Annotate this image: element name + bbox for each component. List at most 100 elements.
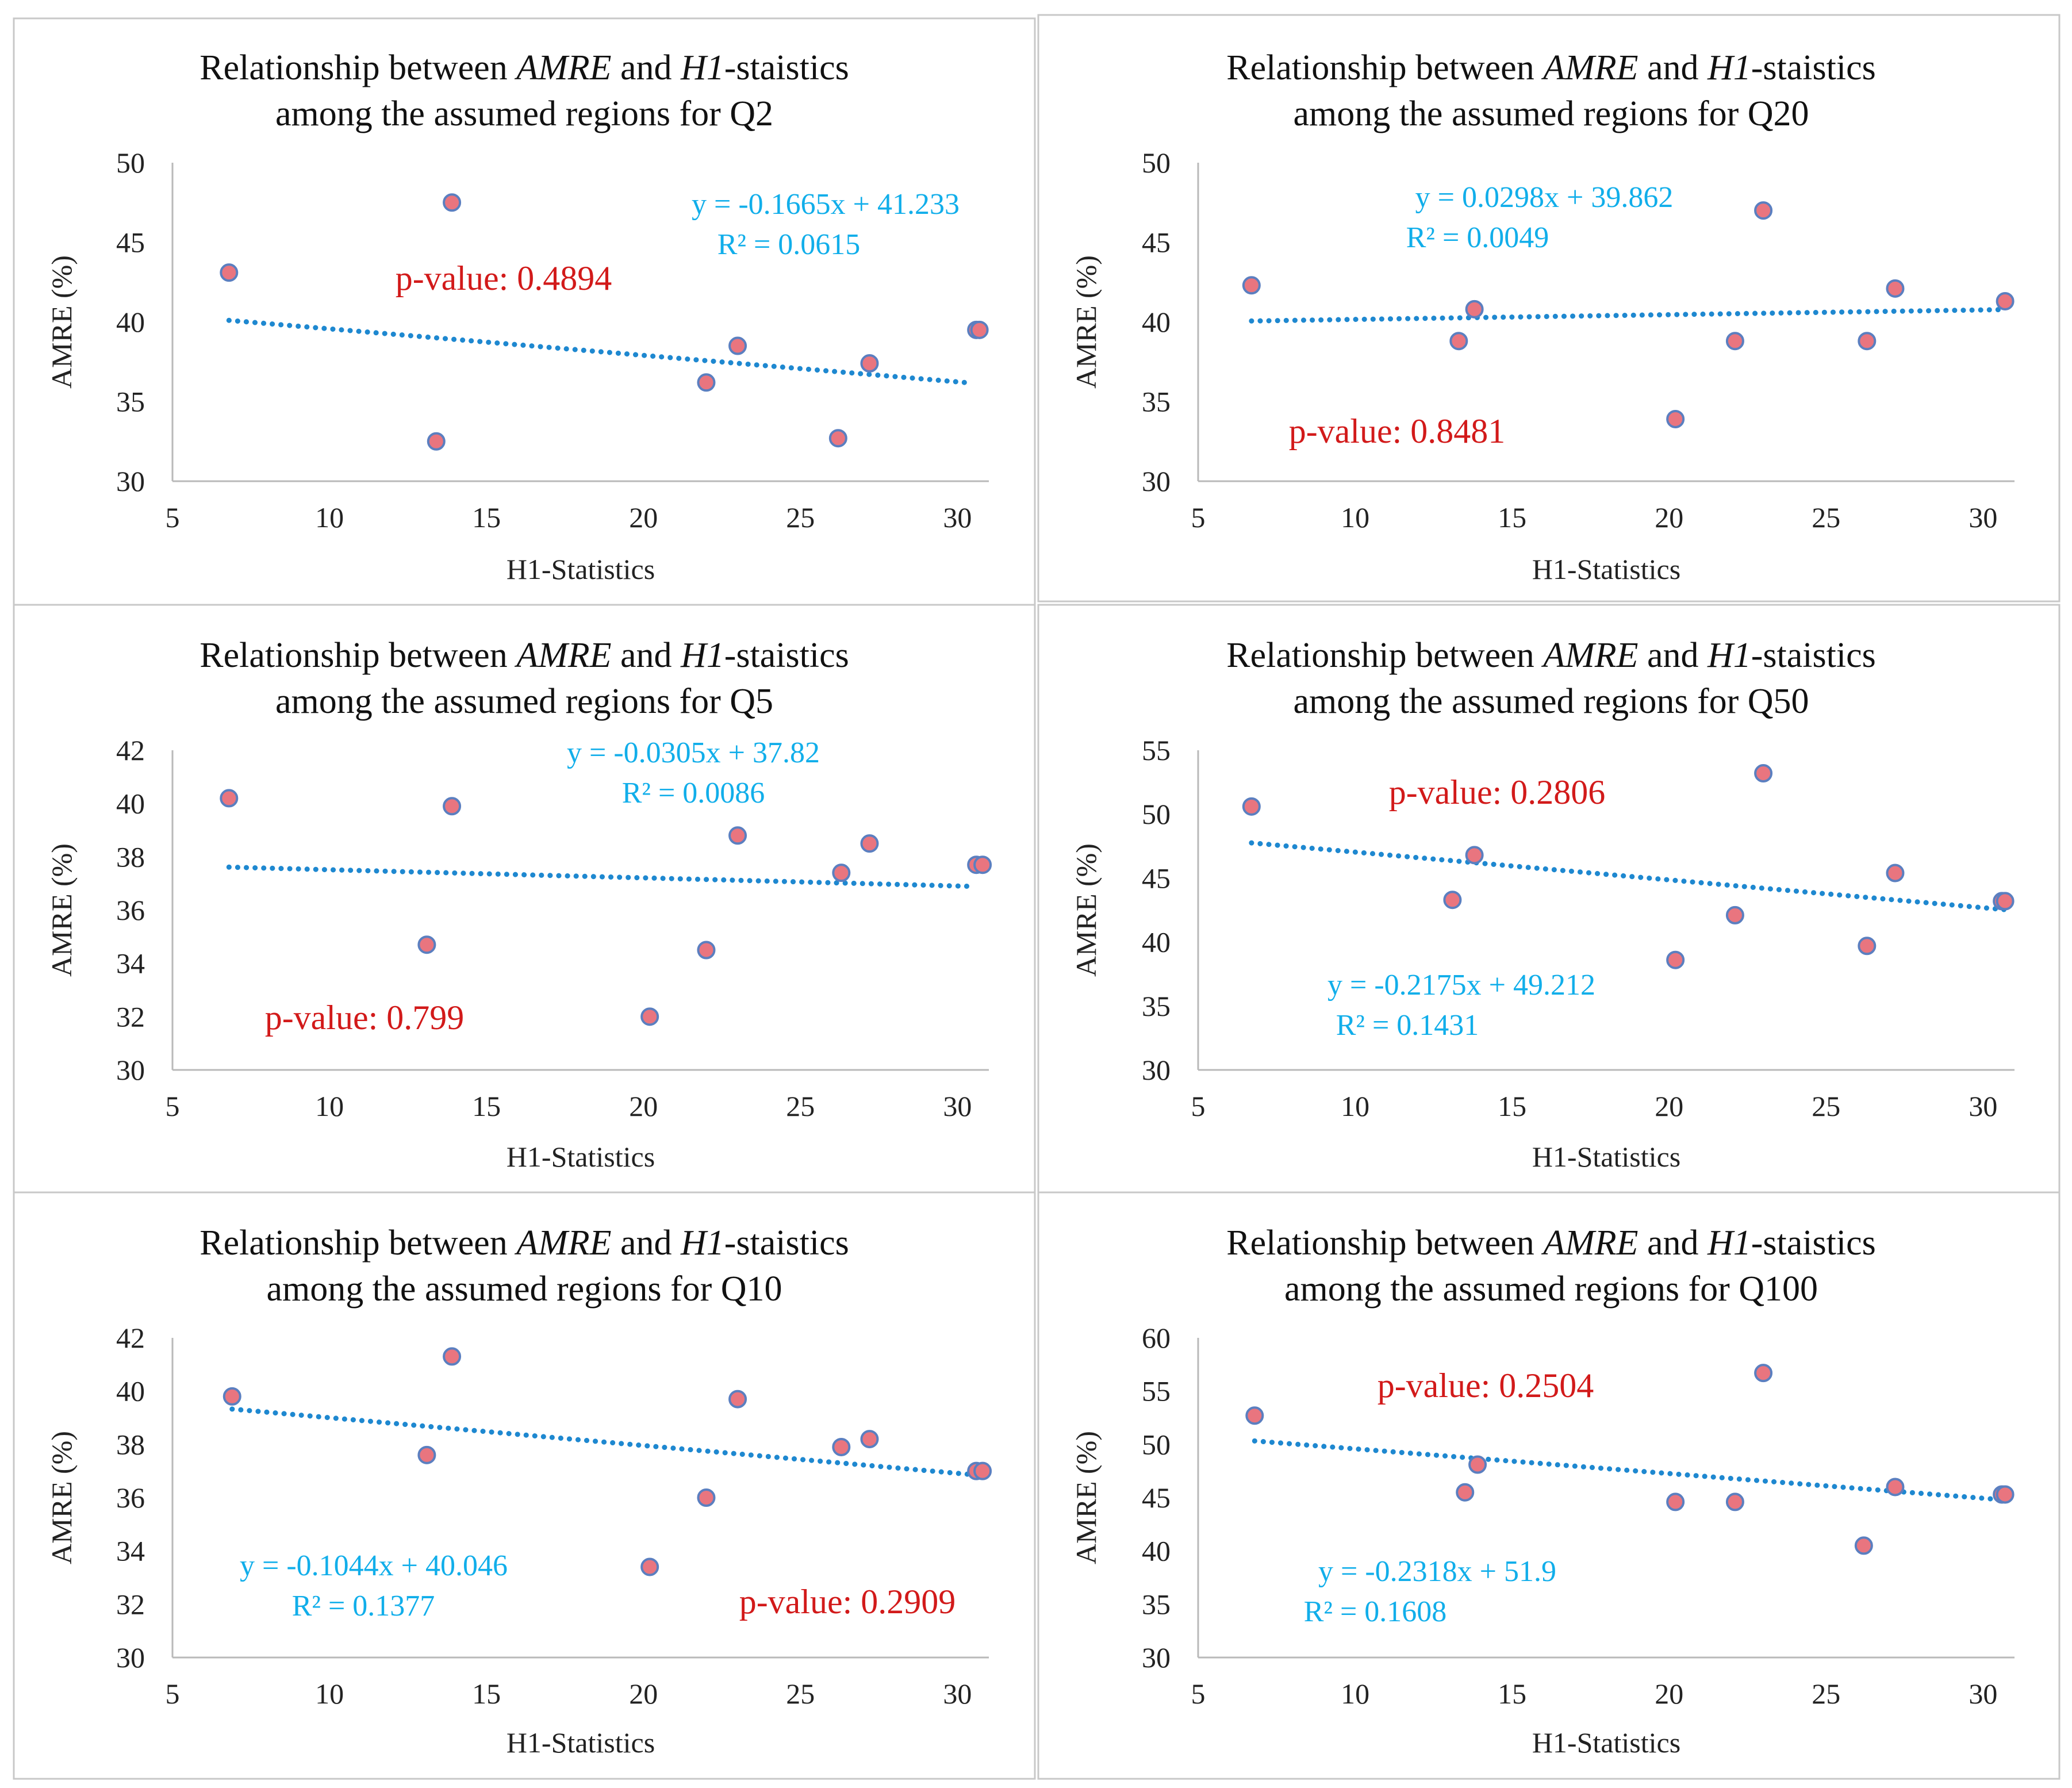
chart-title-line-1: Relationship between AMRE and H1-staisti… (1226, 636, 1876, 675)
trendline (226, 317, 970, 386)
data-point (220, 789, 239, 808)
data-point (1854, 1536, 1873, 1555)
data-point (973, 855, 992, 874)
data-point (443, 1347, 462, 1366)
data-point (728, 826, 747, 845)
chart-title-part: H1 (1707, 1223, 1751, 1263)
y-tick-label: 50 (1142, 1428, 1171, 1460)
chart-title-part: Relationship between (1226, 636, 1543, 675)
data-point (860, 354, 879, 373)
chart-title-part: Relationship between (199, 48, 516, 87)
y-tick-label: 34 (116, 947, 145, 980)
y-tick-label: 40 (1142, 1535, 1171, 1567)
data-point (1456, 1483, 1475, 1502)
chart-title-part: AMRE (514, 48, 611, 87)
chart-title-part: H1 (1707, 48, 1751, 87)
data-point (1242, 797, 1261, 816)
panel-border (13, 1191, 1036, 1780)
x-axis-label: H1-Statistics (507, 1141, 655, 1173)
x-axis-label: H1-Statistics (507, 1726, 655, 1759)
chart-title-line-1: Relationship between AMRE and H1-staisti… (199, 1223, 849, 1263)
x-tick-label: 30 (943, 1090, 972, 1122)
x-tick-label: 5 (1191, 501, 1206, 534)
chart-title-line-1: Relationship between AMRE and H1-staisti… (199, 48, 849, 87)
data-point (640, 1007, 659, 1026)
chart-title-part: and (1638, 48, 1708, 87)
chart-title-part: and (1638, 636, 1708, 675)
x-tick-label: 30 (1969, 501, 1997, 534)
y-tick-label: 30 (116, 465, 145, 497)
chart-title-line-2: among the assumed regions for Q100 (1284, 1269, 1818, 1309)
x-tick-label: 15 (1498, 501, 1526, 534)
y-tick-label: 40 (116, 306, 145, 338)
y-axis-label: AMRE (%) (1070, 255, 1102, 389)
chart-title-line-2: among the assumed regions for Q50 (1293, 682, 1809, 721)
y-tick-label: 45 (1142, 227, 1171, 259)
x-tick-label: 10 (315, 1090, 344, 1122)
r-squared-label: R² = 0.1431 (1336, 1009, 1479, 1042)
x-tick-label: 10 (1341, 1090, 1369, 1122)
y-tick-label: 36 (116, 1482, 145, 1514)
y-tick-label: 38 (116, 1428, 145, 1460)
data-point (1886, 279, 1905, 298)
data-point (443, 193, 462, 212)
chart-title-part: and (611, 636, 681, 675)
y-axis-label: AMRE (%) (45, 255, 78, 389)
y-tick-label: 42 (116, 1322, 145, 1354)
data-point (860, 1430, 879, 1449)
x-tick-label: 20 (1655, 501, 1683, 534)
data-point (1725, 1492, 1744, 1511)
x-tick-label: 20 (1655, 1678, 1683, 1710)
x-tick-label: 25 (1812, 1678, 1840, 1710)
y-tick-label: 38 (116, 841, 145, 873)
y-axis-label: AMRE (%) (1070, 843, 1102, 977)
data-point (973, 1461, 992, 1480)
r-squared-label: R² = 0.0049 (1406, 221, 1549, 254)
p-value-label: p-value: 0.2806 (1389, 773, 1606, 811)
x-tick-label: 25 (1812, 501, 1840, 534)
trendline (226, 864, 970, 889)
chart-title-part: H1 (680, 48, 724, 87)
chart-title-part: AMRE (1541, 48, 1638, 87)
trendline (229, 1406, 979, 1478)
data-point (1725, 332, 1744, 351)
chart-title-part: and (611, 1223, 681, 1263)
chart-title-line-1: Relationship between AMRE and H1-staisti… (199, 636, 849, 675)
data-point (697, 373, 716, 392)
x-tick-label: 15 (1498, 1678, 1526, 1710)
chart-title-line-2: among the assumed regions for Q10 (266, 1269, 782, 1309)
chart-title-part: Relationship between (199, 1223, 516, 1263)
data-point (1443, 891, 1462, 910)
x-tick-label: 5 (166, 1090, 180, 1122)
y-tick-label: 55 (1142, 734, 1171, 766)
p-value-label: p-value: 0.8481 (1289, 412, 1506, 450)
chart-title-part: H1 (680, 636, 724, 675)
y-tick-label: 35 (1142, 1588, 1171, 1620)
y-tick-label: 36 (116, 894, 145, 926)
x-tick-label: 15 (472, 1678, 501, 1710)
y-tick-label: 30 (1142, 465, 1171, 497)
x-tick-label: 25 (786, 1678, 815, 1710)
y-tick-label: 30 (1142, 1641, 1171, 1674)
panel-border (1037, 1191, 2061, 1780)
chart-title-line-2: among the assumed regions for Q20 (1293, 94, 1809, 133)
y-tick-label: 40 (116, 1375, 145, 1407)
chart-panel-3: Relationship between AMRE and H1-staisti… (13, 604, 1036, 1194)
data-point (1242, 276, 1261, 295)
y-axis-label: AMRE (%) (45, 843, 78, 977)
x-tick-label: 20 (629, 501, 658, 534)
data-point (728, 336, 747, 355)
y-tick-label: 40 (1142, 926, 1171, 958)
data-point (1666, 409, 1685, 428)
trendline (1249, 306, 2008, 324)
data-point (832, 1437, 851, 1456)
x-tick-label: 10 (315, 1678, 344, 1710)
trendline (1252, 1438, 2005, 1503)
y-tick-label: 50 (1142, 798, 1171, 830)
data-point (1886, 864, 1905, 883)
chart-title-part: AMRE (1541, 1223, 1638, 1263)
y-tick-label: 34 (116, 1535, 145, 1567)
x-tick-label: 5 (1191, 1678, 1206, 1710)
data-point (1858, 332, 1877, 351)
data-point (832, 864, 851, 883)
